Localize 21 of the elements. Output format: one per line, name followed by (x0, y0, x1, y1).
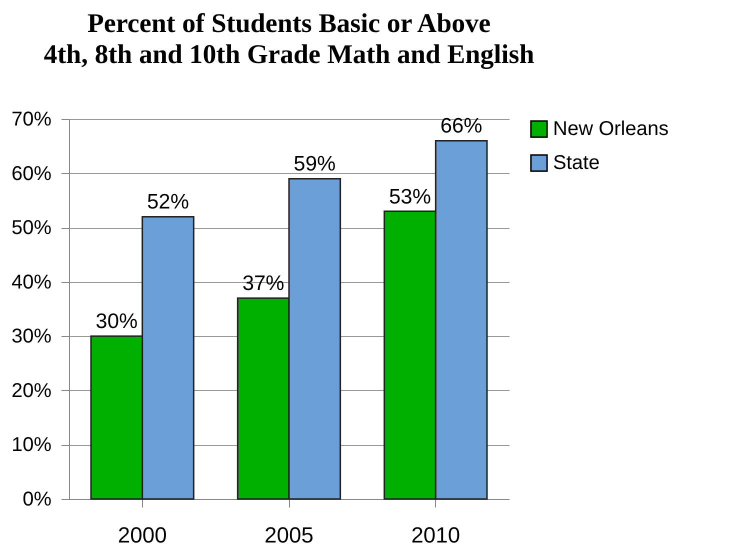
legend-label: State (553, 152, 600, 174)
y-tick-label: 0% (22, 488, 52, 510)
y-tick-label: 70% (11, 108, 52, 130)
legend-label: New Orleans (553, 118, 669, 140)
chart-title: Percent of Students Basic or Above (87, 8, 491, 38)
chart-subtitle: 4th, 8th and 10th Grade Math and English (44, 39, 534, 69)
y-tick-label: 30% (11, 326, 52, 348)
data-label: 53% (388, 185, 432, 208)
data-label: 30% (96, 310, 138, 334)
data-label: 66% (440, 114, 482, 138)
data-label: 52% (146, 190, 190, 214)
data-label: 37% (242, 272, 284, 296)
x-tick-label: 2005 (264, 522, 314, 548)
y-tick-label: 60% (11, 162, 52, 185)
y-tick-label: 20% (11, 380, 52, 402)
data-label: 59% (294, 152, 336, 176)
y-tick-label: 50% (11, 217, 52, 240)
y-tick-label: 10% (11, 434, 52, 456)
x-tick-label: 2000 (118, 522, 167, 548)
y-tick-label: 40% (11, 271, 52, 294)
x-tick-label: 2010 (411, 522, 460, 548)
